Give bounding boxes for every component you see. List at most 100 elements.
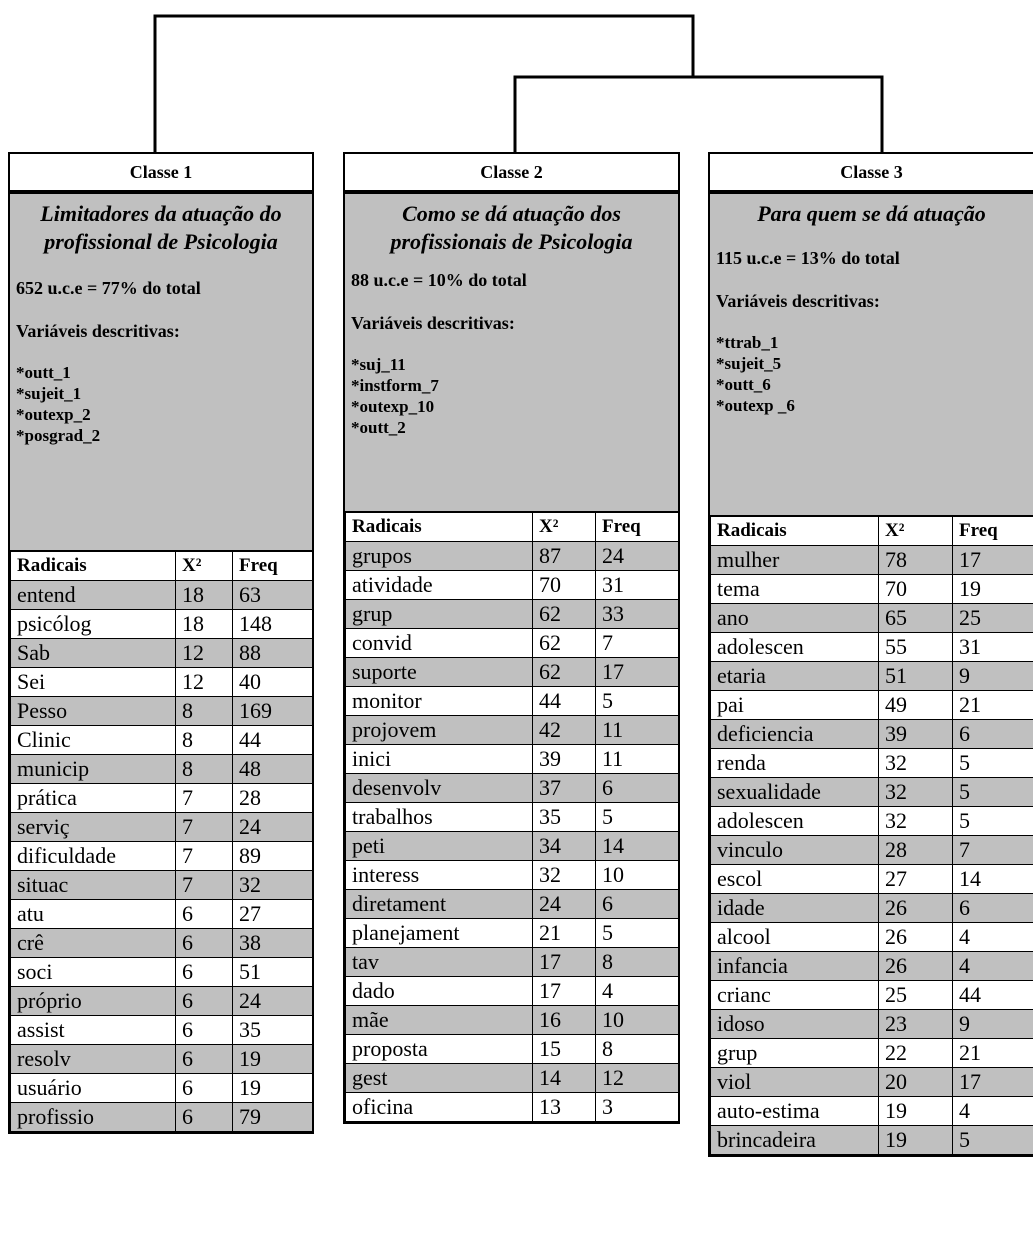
classe-2-title: Classe 2: [345, 154, 678, 194]
x2-cell: 17: [532, 947, 596, 977]
classe-1-column: Classe 1 Limitadores da atuação do profi…: [8, 152, 314, 1134]
variable: *outexp_2: [16, 405, 91, 424]
table-row: diretament 24 6: [345, 889, 679, 919]
branch-root: [153, 14, 695, 152]
classe-3-title: Classe 3: [710, 154, 1033, 194]
variable: *ttrab_1: [716, 333, 779, 352]
radical-cell: próprio: [10, 986, 176, 1016]
header-freq: Freq: [595, 512, 679, 542]
x2-cell: 70: [532, 570, 596, 600]
radical-cell: renda: [710, 748, 879, 778]
freq-cell: 31: [595, 570, 679, 600]
freq-cell: 63: [232, 580, 313, 610]
x2-cell: 42: [532, 715, 596, 745]
x2-cell: 70: [878, 574, 953, 604]
table-row: Clinic 8 44: [10, 725, 313, 755]
x2-cell: 6: [175, 1015, 233, 1045]
x2-cell: 6: [175, 1044, 233, 1074]
freq-cell: 11: [595, 715, 679, 745]
radical-cell: grupos: [345, 541, 533, 571]
table-row: gest 14 12: [345, 1063, 679, 1093]
radical-cell: idade: [710, 893, 879, 923]
freq-cell: 9: [952, 661, 1033, 691]
radical-cell: brincadeira: [710, 1125, 879, 1155]
header-freq: Freq: [232, 551, 313, 581]
table-row: usuário 6 19: [10, 1073, 313, 1103]
freq-cell: 12: [595, 1063, 679, 1093]
table-row: grup 22 21: [710, 1038, 1033, 1068]
x2-cell: 49: [878, 690, 953, 720]
branch-classe-2-3: [513, 75, 884, 152]
table-row: prática 7 28: [10, 783, 313, 813]
freq-cell: 9: [952, 1009, 1033, 1039]
freq-cell: 5: [952, 806, 1033, 836]
freq-cell: 8: [595, 1034, 679, 1064]
radical-cell: municip: [10, 754, 176, 784]
table-row: adolescen 32 5: [710, 806, 1033, 836]
freq-cell: 33: [595, 599, 679, 629]
freq-cell: 24: [595, 541, 679, 571]
x2-cell: 26: [878, 951, 953, 981]
freq-cell: 17: [952, 1067, 1033, 1097]
table-row: dificuldade 7 89: [10, 841, 313, 871]
classe-2-table: Radicais X² Freq grupos 87 24 atividade 70 31…: [345, 512, 679, 1122]
radical-cell: interess: [345, 860, 533, 890]
classe-1-summary: Limitadores da atuação do profissional d…: [10, 194, 312, 551]
x2-cell: 32: [878, 777, 953, 807]
table-row: tema 70 19: [710, 574, 1033, 604]
x2-cell: 12: [175, 667, 233, 697]
table-row: grupos 87 24: [345, 541, 679, 571]
radical-cell: Sei: [10, 667, 176, 697]
radical-cell: usuário: [10, 1073, 176, 1103]
freq-cell: 5: [952, 777, 1033, 807]
x2-cell: 62: [532, 599, 596, 629]
table-row: deficiencia 39 6: [710, 719, 1033, 749]
classe-1-table: Radicais X² Freq entend 18 63 psicólog 18 148…: [10, 551, 313, 1132]
x2-cell: 55: [878, 632, 953, 662]
x2-cell: 35: [532, 802, 596, 832]
table-row: planejament 21 5: [345, 918, 679, 948]
header-x2: X²: [532, 512, 596, 542]
x2-cell: 15: [532, 1034, 596, 1064]
freq-cell: 5: [595, 686, 679, 716]
x2-cell: 22: [878, 1038, 953, 1068]
radical-cell: prática: [10, 783, 176, 813]
freq-cell: 44: [952, 980, 1033, 1010]
freq-cell: 5: [595, 918, 679, 948]
radical-cell: inici: [345, 744, 533, 774]
x2-cell: 19: [878, 1096, 953, 1126]
freq-cell: 8: [595, 947, 679, 977]
table-row: sexualidade 32 5: [710, 777, 1033, 807]
table-row: infancia 26 4: [710, 951, 1033, 981]
table-row: municip 8 48: [10, 754, 313, 784]
table-row: atividade 70 31: [345, 570, 679, 600]
radical-cell: convid: [345, 628, 533, 658]
table-row: renda 32 5: [710, 748, 1033, 778]
variable: *instform_7: [351, 376, 439, 395]
table-row: soci 6 51: [10, 957, 313, 987]
header-x2: X²: [878, 516, 953, 546]
freq-cell: 38: [232, 928, 313, 958]
table-row: serviç 7 24: [10, 812, 313, 842]
variable: *sujeit_1: [16, 384, 82, 403]
classe-1-variables: *outt_1 *sujeit_1 *outexp_2 *posgrad_2: [16, 362, 306, 446]
radical-cell: crê: [10, 928, 176, 958]
freq-cell: 3: [595, 1092, 679, 1122]
freq-cell: 4: [952, 1096, 1033, 1126]
freq-cell: 19: [952, 574, 1033, 604]
radical-cell: deficiencia: [710, 719, 879, 749]
radical-cell: alcool: [710, 922, 879, 952]
x2-cell: 8: [175, 696, 233, 726]
radical-cell: auto-estima: [710, 1096, 879, 1126]
x2-cell: 39: [532, 744, 596, 774]
x2-cell: 27: [878, 864, 953, 894]
table-row: monitor 44 5: [345, 686, 679, 716]
freq-cell: 14: [952, 864, 1033, 894]
table-row: mãe 16 10: [345, 1005, 679, 1035]
freq-cell: 21: [952, 690, 1033, 720]
freq-cell: 48: [232, 754, 313, 784]
radical-cell: tav: [345, 947, 533, 977]
freq-cell: 89: [232, 841, 313, 871]
radical-cell: mulher: [710, 545, 879, 575]
radical-cell: escol: [710, 864, 879, 894]
